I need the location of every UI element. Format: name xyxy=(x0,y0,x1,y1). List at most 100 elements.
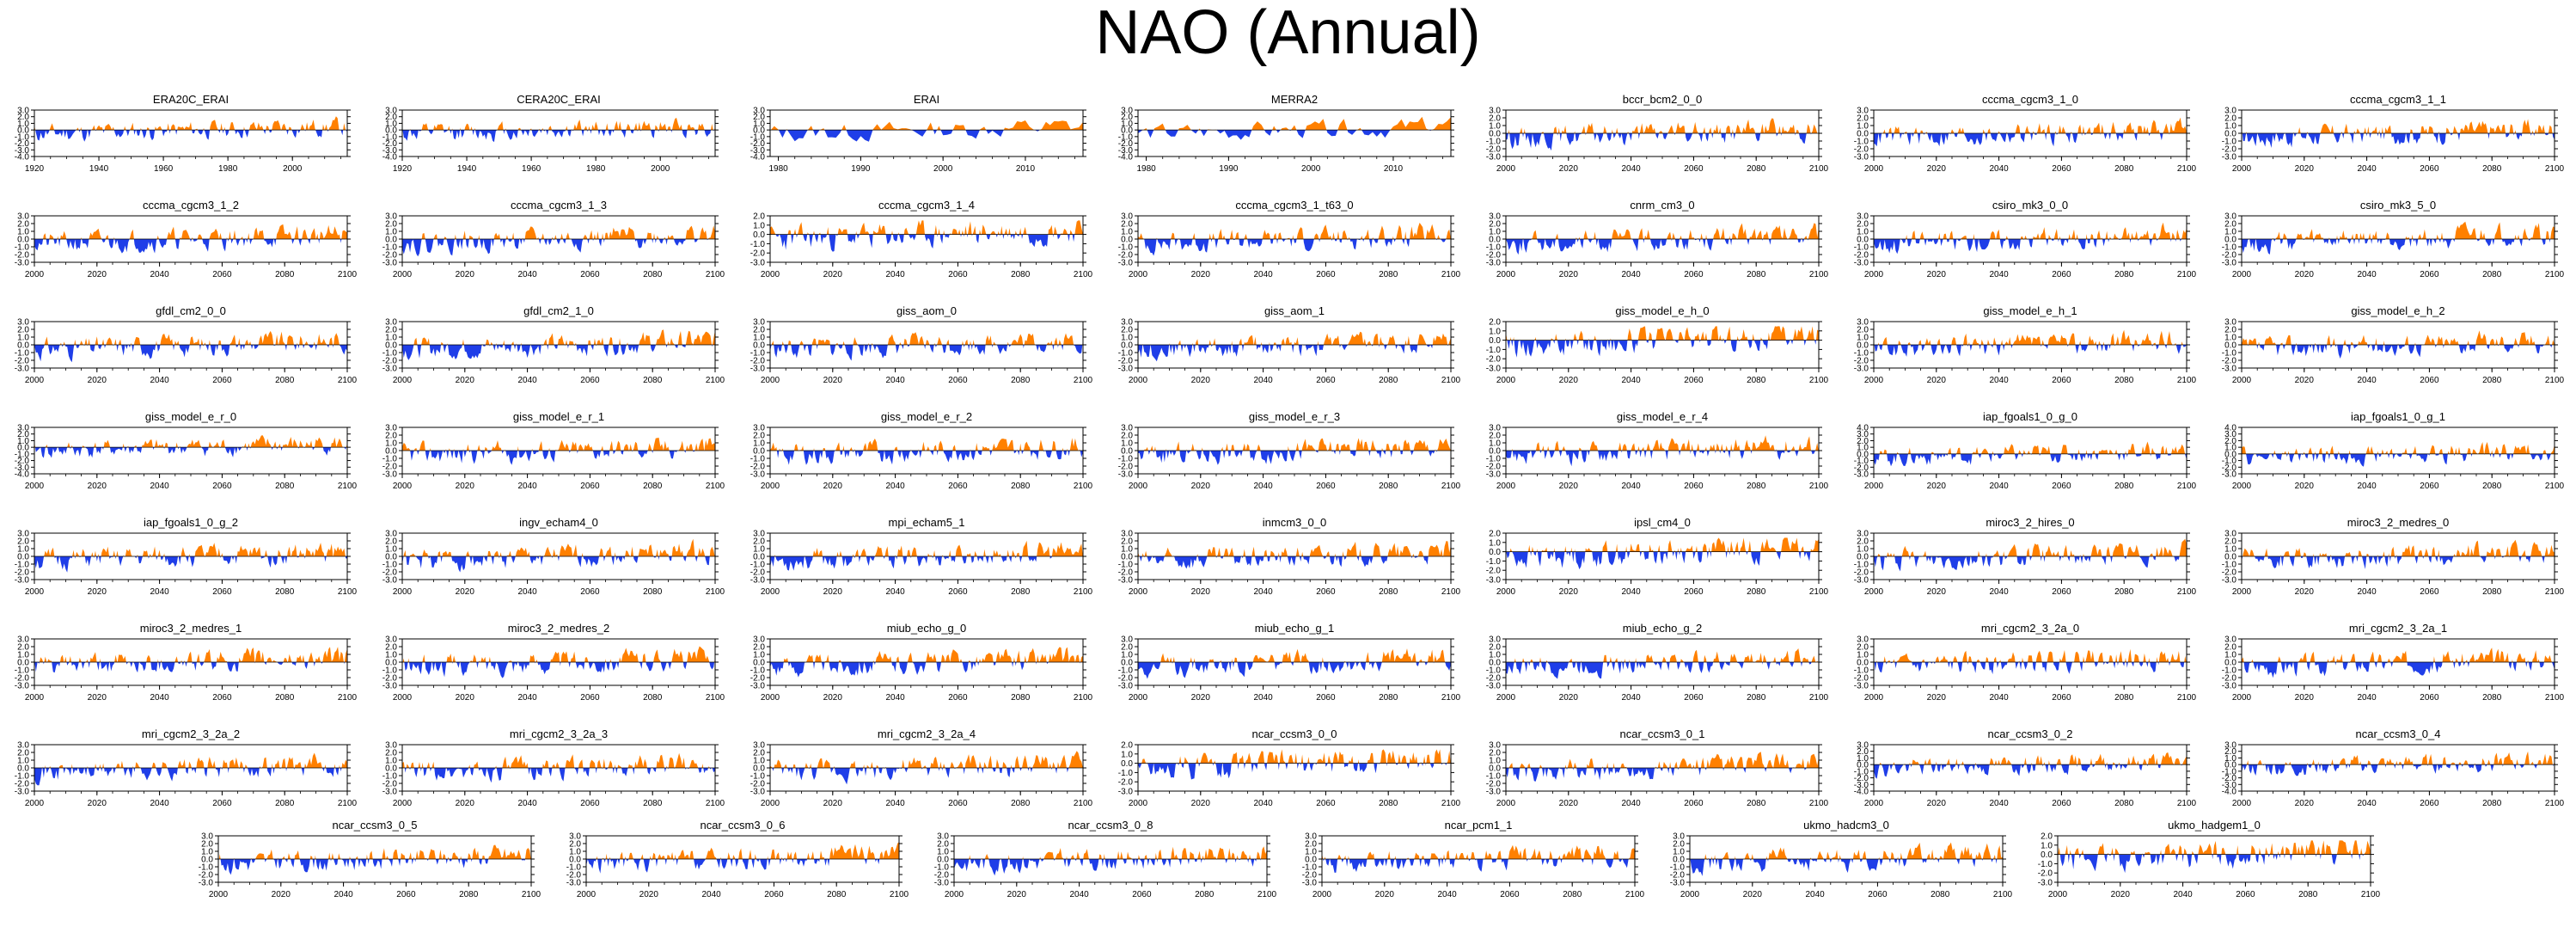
y-tick-label: -1.0 xyxy=(2222,767,2237,776)
panel-title: inmcm3_0_0 xyxy=(1262,516,1327,529)
y-tick-label: 1.0 xyxy=(17,334,29,343)
x-tick-label: 2060 xyxy=(2420,693,2439,703)
y-tick-label: 3.0 xyxy=(385,424,397,433)
x-tick-label: 2060 xyxy=(948,693,968,703)
y-tick-label: -3.0 xyxy=(750,259,766,268)
x-tick-label: 2020 xyxy=(1559,482,1579,491)
y-tick-label: 3.0 xyxy=(569,832,581,842)
negative-anomaly-area xyxy=(770,662,1083,678)
x-tick-label: 2080 xyxy=(1747,587,1766,597)
y-tick-label: 2.0 xyxy=(1121,643,1133,653)
x-tick-label: 2040 xyxy=(885,270,905,279)
x-tick-label: 2080 xyxy=(1379,587,1398,597)
x-tick-label: 2040 xyxy=(1989,799,2009,808)
negative-anomaly-area xyxy=(2242,764,2554,776)
x-tick-label: 2040 xyxy=(150,482,169,491)
y-tick-label: 1.0 xyxy=(1489,327,1501,336)
x-tick-label: 2020 xyxy=(2295,482,2315,491)
x-tick-label: 2060 xyxy=(580,376,600,385)
y-tick-label: -3.0 xyxy=(15,259,30,268)
y-tick-label: 2.0 xyxy=(1121,537,1133,547)
y-tick-label: -2.0 xyxy=(750,249,766,259)
y-tick-label: -3.0 xyxy=(1854,153,1869,163)
panel-plot: 3.02.01.00.0-1.0-2.0-3.0-4.0 2000 2020 2040… xyxy=(1854,741,2197,809)
x-tick-label: 2100 xyxy=(2545,693,2565,703)
x-tick-label: 2060 xyxy=(948,270,968,279)
y-tick-label: -2.0 xyxy=(382,139,398,149)
x-tick-label: 2080 xyxy=(1011,799,1031,808)
y-tick-label: 2.0 xyxy=(753,643,765,653)
panel-title: miroc3_2_medres_2 xyxy=(507,622,610,635)
y-tick-label: -2.0 xyxy=(15,457,30,466)
x-tick-label: 2040 xyxy=(517,270,537,279)
x-tick-label: 2060 xyxy=(580,693,600,703)
negative-anomaly-area xyxy=(1507,340,1816,358)
y-tick-label: -3.0 xyxy=(1118,146,1134,156)
y-tick-label: -1.0 xyxy=(1854,243,1869,253)
y-tick-label: 2.0 xyxy=(17,430,29,439)
negative-anomaly-area xyxy=(34,447,346,458)
x-tick-label: 2080 xyxy=(1011,587,1031,597)
y-tick-label: 3.0 xyxy=(753,318,765,328)
panel-title: cccma_cgcm3_1_4 xyxy=(878,199,975,212)
x-tick-label: 2060 xyxy=(396,890,416,899)
positive-anomaly-area xyxy=(1506,752,1819,768)
y-tick-label: 0.0 xyxy=(753,341,765,351)
x-tick-label: 2020 xyxy=(1007,890,1027,899)
x-tick-label: 2060 xyxy=(2420,587,2439,597)
panel-title: cccma_cgcm3_1_0 xyxy=(1982,93,2078,106)
y-tick-label: -1.0 xyxy=(1854,767,1869,776)
y-tick-label: -1.0 xyxy=(1854,138,1869,147)
x-tick-label: 2080 xyxy=(2114,693,2134,703)
y-tick-label: -3.0 xyxy=(750,146,766,156)
x-tick-label: 2000 xyxy=(1864,482,1884,491)
x-tick-label: 2100 xyxy=(1809,482,1829,491)
y-tick-label: 3.0 xyxy=(385,635,397,645)
y-tick-label: 0.0 xyxy=(2041,850,2053,860)
x-tick-label: 2000 xyxy=(761,482,780,491)
y-tick-label: -2.0 xyxy=(1486,463,1502,472)
y-tick-label: 1.0 xyxy=(753,334,765,343)
y-tick-label: -3.0 xyxy=(2222,259,2237,268)
y-tick-label: 2.0 xyxy=(2041,832,2053,842)
y-tick-label: 2.0 xyxy=(1857,326,1869,335)
x-tick-label: 2080 xyxy=(1379,799,1398,808)
x-tick-label: 2060 xyxy=(2052,482,2071,491)
y-tick-label: 2.0 xyxy=(1121,741,1133,751)
y-tick-label: -3.0 xyxy=(2222,576,2237,586)
x-tick-label: 2060 xyxy=(1684,799,1704,808)
positive-anomaly-area xyxy=(1138,331,1451,345)
x-tick-label: 2080 xyxy=(2482,693,2502,703)
y-tick-label: 3.0 xyxy=(2224,741,2236,751)
panel-title: ncar_ccsm3_0_4 xyxy=(2355,727,2441,740)
x-tick-label: 2080 xyxy=(1930,890,1950,899)
x-tick-label: 2060 xyxy=(2052,693,2071,703)
x-tick-label: 2040 xyxy=(1805,890,1825,899)
negative-anomaly-area xyxy=(402,239,715,257)
negative-anomaly-area xyxy=(770,345,1083,361)
y-tick-label: 1.0 xyxy=(1489,228,1501,237)
x-tick-label: 2100 xyxy=(1074,482,1093,491)
x-tick-label: 2040 xyxy=(150,587,169,597)
x-tick-label: 2060 xyxy=(580,270,600,279)
y-tick-label: -2.0 xyxy=(1118,463,1134,472)
panel-title: mri_cgcm2_3_2a_1 xyxy=(2348,622,2448,635)
y-tick-label: -1.0 xyxy=(1486,243,1502,253)
x-tick-label: 2020 xyxy=(1927,482,1947,491)
nao-panel: mri_cgcm2_3_2a_4 3.0 2.0 1.0 0.0 -1.0 -2.0 -3.0… xyxy=(741,727,1093,812)
positive-anomaly-area xyxy=(1506,223,1819,239)
y-tick-label: -2.0 xyxy=(1118,139,1134,149)
x-tick-label: 2100 xyxy=(1257,890,1277,899)
y-tick-label: -2.0 xyxy=(750,139,766,149)
panel-title: iap_fgoals1_0_g_0 xyxy=(1983,410,2077,423)
panel-title: ncar_ccsm3_0_8 xyxy=(1068,819,1153,832)
y-tick-label: -2.0 xyxy=(1854,674,1869,684)
y-tick-label: 2.0 xyxy=(1121,326,1133,335)
y-tick-label: -3.0 xyxy=(750,576,766,586)
y-tick-label: -4.0 xyxy=(382,153,398,163)
